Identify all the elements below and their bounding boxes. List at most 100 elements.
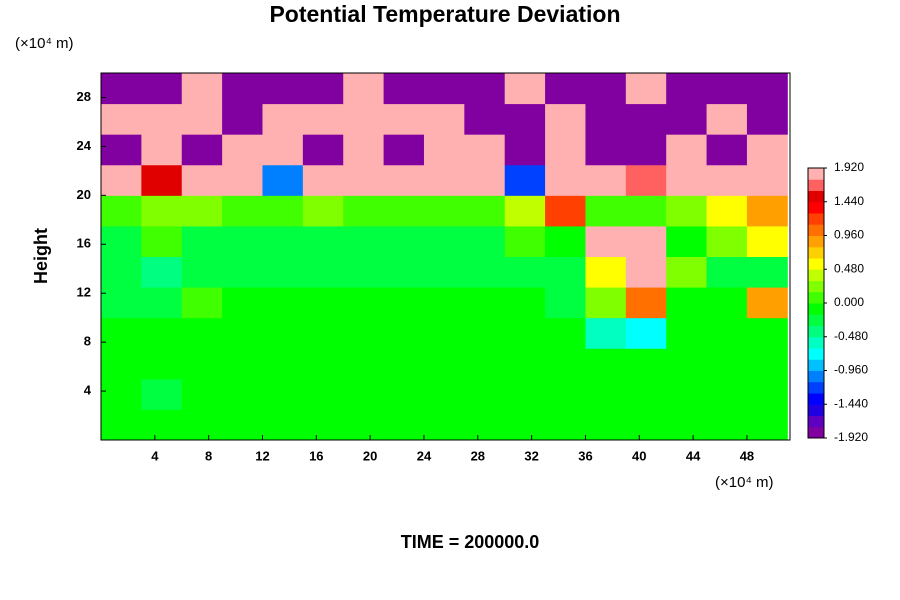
- heat-cell: [101, 317, 142, 349]
- y-tick-label: 20: [77, 187, 91, 202]
- heat-cell: [302, 287, 344, 319]
- heat-cell: [141, 134, 183, 166]
- heat-cell: [504, 73, 546, 105]
- colorbar-swatch: [808, 213, 824, 225]
- heat-cell: [706, 348, 748, 380]
- heat-cell: [343, 73, 385, 105]
- heat-cell: [101, 225, 142, 257]
- heat-cell: [262, 103, 304, 135]
- heat-cell: [343, 409, 385, 441]
- heat-cell: [746, 256, 788, 288]
- heat-cell: [625, 317, 667, 349]
- heat-cell: [222, 256, 263, 288]
- heat-cell: [666, 134, 708, 166]
- colorbar-swatch: [808, 336, 824, 349]
- heat-cell: [464, 225, 506, 257]
- colorbar-swatch: [808, 269, 824, 281]
- colorbar-tick-label: -0.480: [834, 329, 868, 343]
- heat-cell: [746, 103, 788, 135]
- heat-cell: [262, 164, 304, 196]
- heat-cell: [181, 256, 223, 288]
- x-tick-label: 28: [471, 448, 485, 463]
- colorbar-swatch: [808, 381, 824, 394]
- heat-cell: [464, 195, 506, 227]
- heat-cell: [101, 73, 142, 105]
- heat-cell: [504, 195, 546, 227]
- heat-cell: [343, 164, 385, 196]
- x-unit: (×10⁴ m): [715, 474, 774, 491]
- heat-cell: [101, 256, 142, 288]
- heat-cell: [141, 73, 183, 105]
- x-tick-label: 20: [363, 448, 377, 463]
- heat-cell: [504, 378, 546, 410]
- colorbar-tick-label: 0.000: [834, 295, 864, 309]
- heat-cell: [141, 103, 183, 135]
- heat-cell: [101, 378, 142, 410]
- heat-cell: [545, 348, 586, 380]
- colorbar-tick-label: 1.440: [834, 194, 864, 208]
- heat-cell: [746, 225, 788, 257]
- heat-cell: [504, 409, 546, 441]
- colorbar-swatch: [808, 190, 824, 203]
- heat-cell: [181, 134, 223, 166]
- heat-cell: [383, 73, 425, 105]
- heat-cell: [706, 195, 748, 227]
- heat-cell: [706, 225, 748, 257]
- heat-cell: [302, 73, 344, 105]
- heat-cell: [585, 348, 627, 380]
- heat-cell: [706, 103, 748, 135]
- heat-cell: [585, 409, 627, 441]
- y-tick-label: 12: [77, 285, 91, 300]
- heat-cell: [262, 256, 304, 288]
- heat-cell: [625, 378, 667, 410]
- heat-cell: [181, 164, 223, 196]
- y-tick-label: 28: [77, 89, 91, 104]
- heat-cell: [302, 164, 344, 196]
- heat-cell: [343, 103, 385, 135]
- plot-frame: [100, 72, 791, 441]
- heat-cell: [585, 134, 627, 166]
- heat-cell: [101, 409, 142, 441]
- heat-cell: [423, 317, 465, 349]
- heat-cell: [141, 256, 183, 288]
- colorbar-swatch: [808, 325, 824, 338]
- heat-cell: [746, 195, 788, 227]
- colorbar-swatch: [808, 201, 824, 214]
- heat-cell: [262, 134, 304, 166]
- heat-cell: [181, 317, 223, 349]
- heat-cell: [464, 73, 506, 105]
- heat-cell: [746, 73, 788, 105]
- heat-cell: [545, 195, 586, 227]
- heat-cell: [625, 409, 667, 441]
- heat-cell: [545, 256, 586, 288]
- heat-cell: [383, 317, 425, 349]
- heat-cell: [181, 409, 223, 441]
- colorbar-swatch: [808, 314, 824, 326]
- colorbar-swatch: [808, 179, 824, 191]
- colorbar-swatch: [808, 235, 824, 248]
- heat-cell: [585, 317, 627, 349]
- heat-cell: [101, 195, 142, 227]
- heat-cell: [464, 348, 506, 380]
- heat-cell: [262, 73, 304, 105]
- heat-cell: [302, 378, 344, 410]
- heat-cell: [181, 103, 223, 135]
- heat-cell: [423, 195, 465, 227]
- heat-cell: [343, 348, 385, 380]
- heat-cell: [181, 195, 223, 227]
- heat-cell: [343, 134, 385, 166]
- colorbar-tick-label: -1.440: [834, 396, 868, 410]
- y-tick-label: 4: [84, 383, 92, 398]
- heat-cell: [706, 409, 748, 441]
- heat-cell: [666, 378, 708, 410]
- heat-cell: [585, 103, 627, 135]
- colorbar-swatch: [808, 393, 824, 405]
- heat-cell: [141, 348, 183, 380]
- heat-cell: [464, 287, 506, 319]
- heat-cell: [262, 195, 304, 227]
- colorbar-swatch: [808, 370, 824, 383]
- heat-cell: [141, 225, 183, 257]
- y-axis-label: Height: [31, 228, 51, 284]
- heat-cell: [746, 378, 788, 410]
